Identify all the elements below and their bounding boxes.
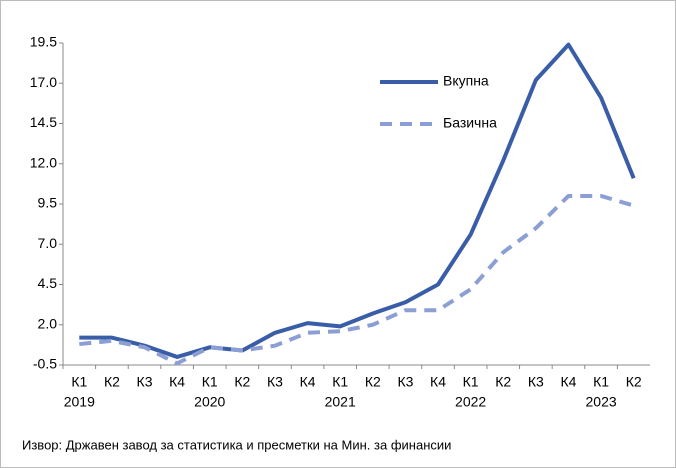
x-tick-label: К3 <box>528 374 544 390</box>
y-tick-label: 9.5 <box>38 195 58 211</box>
x-year-label: 2023 <box>586 394 617 410</box>
y-tick-label: 14.5 <box>30 114 57 130</box>
y-tick-label: 4.5 <box>38 275 58 291</box>
legend-label: Вкупна <box>443 73 489 89</box>
x-tick-label: К4 <box>430 374 446 390</box>
x-tick-label: К2 <box>104 374 120 390</box>
x-year-label: 2020 <box>194 394 225 410</box>
x-tick-label: К3 <box>267 374 283 390</box>
x-tick-label: К4 <box>300 374 316 390</box>
x-tick-label: К2 <box>626 374 642 390</box>
x-tick-label: К1 <box>71 374 87 390</box>
line-series <box>79 193 635 366</box>
x-year-label: 2019 <box>64 394 95 410</box>
y-tick-label: -0.5 <box>33 356 57 372</box>
source-note: Извор: Државен завод за статистика и пре… <box>22 437 451 452</box>
x-year-label: 2021 <box>325 394 356 410</box>
x-tick-label: К1 <box>463 374 479 390</box>
x-tick-label: К2 <box>234 374 250 390</box>
y-tick-label: 2.0 <box>38 315 58 331</box>
x-tick-label: К2 <box>365 374 381 390</box>
x-tick-label: К1 <box>593 374 609 390</box>
line-series <box>79 42 636 359</box>
x-tick-label: К3 <box>137 374 153 390</box>
legend-label: Базична <box>443 115 497 131</box>
y-tick-label: 12.0 <box>30 154 57 170</box>
x-tick-label: К4 <box>169 374 185 390</box>
x-tick-label: К3 <box>397 374 413 390</box>
y-tick-label: 17.0 <box>30 74 57 90</box>
x-year-label: 2022 <box>455 394 486 410</box>
y-tick-label: 7.0 <box>38 235 58 251</box>
x-tick-label: К1 <box>332 374 348 390</box>
y-tick-label: 19.5 <box>30 34 57 50</box>
x-tick-label: К1 <box>202 374 218 390</box>
x-tick-label: К2 <box>495 374 511 390</box>
x-tick-label: К4 <box>560 374 576 390</box>
